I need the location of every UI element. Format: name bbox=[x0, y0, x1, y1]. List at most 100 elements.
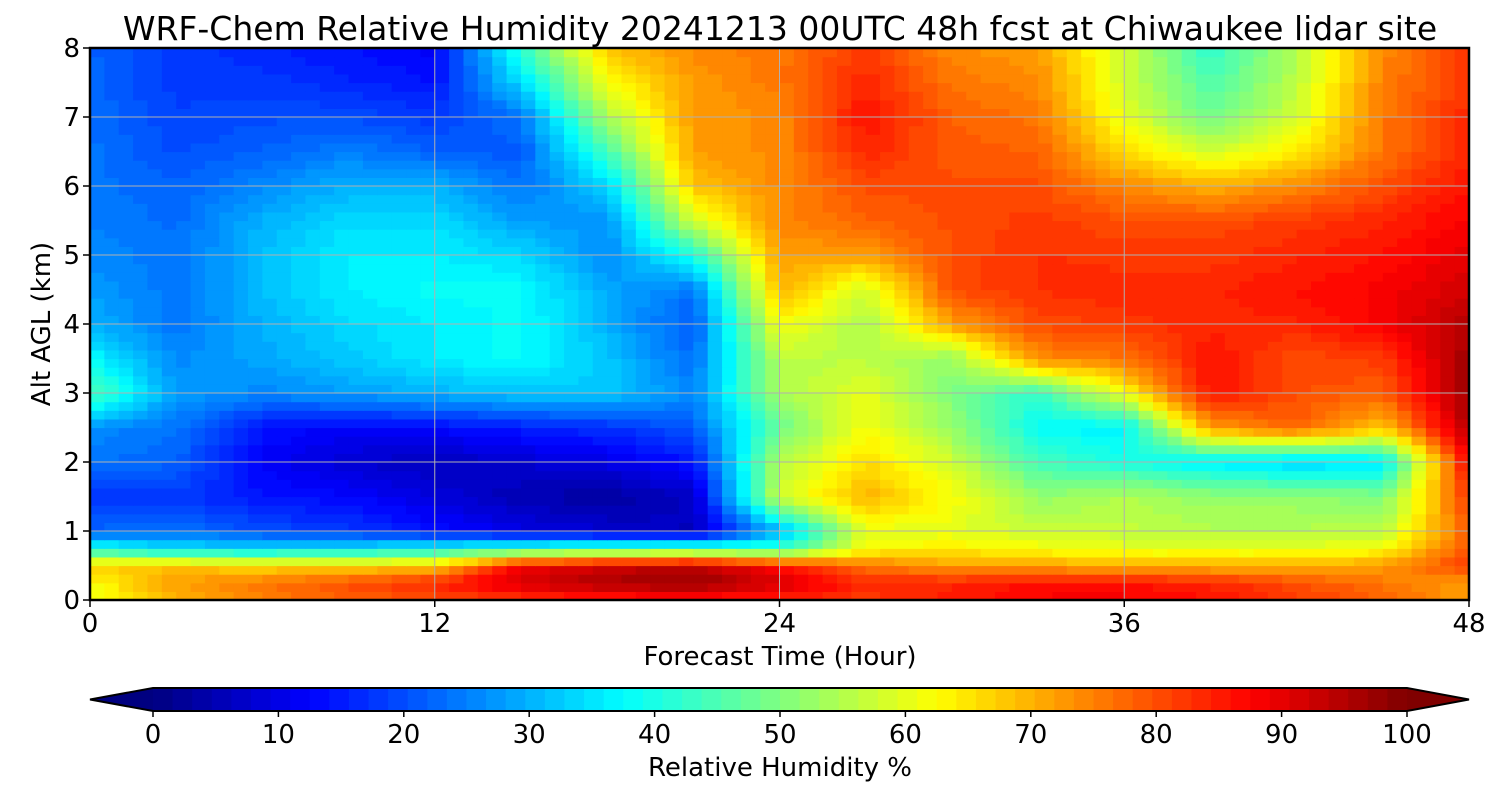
heatmap-cell bbox=[520, 194, 536, 204]
heatmap-cell bbox=[678, 160, 694, 170]
heatmap-cell bbox=[348, 194, 364, 204]
heatmap-cell bbox=[348, 272, 364, 282]
heatmap-cell bbox=[434, 522, 450, 532]
heatmap-cell bbox=[1425, 246, 1441, 256]
heatmap-cell bbox=[1267, 591, 1283, 601]
heatmap-cell bbox=[808, 229, 824, 239]
heatmap-cell bbox=[334, 289, 350, 299]
heatmap-cell bbox=[463, 462, 479, 472]
heatmap-cell bbox=[707, 470, 723, 480]
heatmap-cell bbox=[1325, 220, 1341, 230]
heatmap-cell bbox=[420, 410, 436, 420]
heatmap-cell bbox=[1167, 263, 1183, 273]
heatmap-cell bbox=[722, 349, 737, 360]
heatmap-cell bbox=[1210, 160, 1226, 170]
heatmap-cell bbox=[492, 177, 508, 187]
heatmap-cell bbox=[865, 246, 881, 256]
heatmap-cell bbox=[190, 375, 206, 385]
heatmap-cell bbox=[1325, 194, 1341, 204]
heatmap-cell bbox=[923, 410, 939, 420]
heatmap-cell bbox=[291, 255, 307, 265]
heatmap-cell bbox=[1109, 211, 1125, 222]
heatmap-cell bbox=[133, 548, 149, 558]
heatmap-cell bbox=[262, 349, 278, 360]
heatmap-cell bbox=[219, 289, 235, 299]
heatmap-cell bbox=[147, 324, 163, 334]
heatmap-cell bbox=[118, 470, 134, 480]
heatmap-cell bbox=[908, 462, 924, 472]
heatmap-cell bbox=[362, 513, 378, 523]
heatmap-cell bbox=[1138, 186, 1154, 196]
heatmap-cell bbox=[1038, 220, 1054, 230]
heatmap-cell bbox=[1210, 203, 1226, 213]
heatmap-cell bbox=[1325, 496, 1341, 506]
heatmap-cell bbox=[951, 531, 967, 541]
heatmap-cell bbox=[822, 384, 838, 394]
heatmap-cell bbox=[1095, 522, 1111, 532]
heatmap-cell bbox=[1411, 332, 1427, 342]
heatmap-cell bbox=[937, 246, 953, 256]
heatmap-cell bbox=[894, 487, 910, 498]
heatmap-cell bbox=[391, 186, 407, 196]
heatmap-cell bbox=[1181, 505, 1197, 515]
heatmap-cell bbox=[1425, 496, 1441, 506]
heatmap-cell bbox=[779, 462, 795, 472]
heatmap-cell bbox=[1052, 462, 1068, 472]
heatmap-cell bbox=[1325, 444, 1341, 454]
heatmap-cell bbox=[793, 427, 809, 437]
heatmap-cell bbox=[1354, 375, 1370, 385]
heatmap-cell bbox=[1253, 384, 1269, 394]
heatmap-cell bbox=[391, 298, 407, 308]
heatmap-cell bbox=[362, 548, 378, 558]
heatmap-cell bbox=[966, 315, 982, 325]
heatmap-cell bbox=[865, 358, 881, 368]
heatmap-cell bbox=[1339, 375, 1355, 385]
heatmap-cell bbox=[449, 444, 465, 454]
heatmap-cell bbox=[765, 220, 781, 230]
heatmap-cell bbox=[779, 487, 795, 498]
heatmap-cell bbox=[176, 255, 192, 265]
heatmap-cell bbox=[1038, 375, 1054, 385]
heatmap-cell bbox=[592, 168, 608, 178]
heatmap-cell bbox=[1411, 427, 1427, 437]
heatmap-cell bbox=[564, 582, 579, 592]
heatmap-cell bbox=[836, 160, 852, 170]
heatmap-cell bbox=[607, 211, 623, 222]
heatmap-cell bbox=[908, 332, 924, 342]
heatmap-cell bbox=[219, 513, 235, 523]
heatmap-cell bbox=[291, 186, 307, 196]
heatmap-cell bbox=[334, 556, 350, 567]
heatmap-cell bbox=[1282, 574, 1298, 584]
heatmap-cell bbox=[822, 444, 838, 454]
heatmap-cell bbox=[1066, 401, 1082, 411]
heatmap-cell bbox=[937, 220, 953, 230]
heatmap-cell bbox=[908, 168, 924, 178]
heatmap-cell bbox=[118, 160, 134, 170]
heatmap-cell bbox=[1382, 444, 1398, 454]
heatmap-cell bbox=[980, 470, 996, 480]
heatmap-cell bbox=[262, 306, 278, 316]
heatmap-cell bbox=[736, 574, 752, 584]
heatmap-cell bbox=[650, 315, 666, 325]
heatmap-cell bbox=[1354, 315, 1370, 325]
heatmap-cell bbox=[822, 341, 838, 351]
heatmap-cell bbox=[693, 582, 709, 592]
heatmap-cell bbox=[980, 401, 996, 411]
heatmap-cell bbox=[492, 341, 508, 351]
heatmap-cell bbox=[1138, 358, 1154, 368]
heatmap-cell bbox=[305, 418, 321, 429]
heatmap-cell bbox=[147, 341, 163, 351]
heatmap-cell bbox=[377, 194, 393, 204]
heatmap-cell bbox=[492, 194, 508, 204]
heatmap-cell bbox=[1397, 367, 1413, 377]
heatmap-cell bbox=[779, 522, 795, 532]
heatmap-cell bbox=[1282, 341, 1298, 351]
heatmap-cell bbox=[1310, 358, 1326, 368]
heatmap-cell bbox=[937, 203, 953, 213]
heatmap-cell bbox=[865, 384, 881, 394]
heatmap-cell bbox=[477, 393, 493, 403]
heatmap-cell bbox=[348, 556, 364, 567]
heatmap-cell bbox=[1282, 393, 1298, 403]
heatmap-cell bbox=[1267, 375, 1283, 385]
heatmap-cell bbox=[951, 186, 967, 196]
